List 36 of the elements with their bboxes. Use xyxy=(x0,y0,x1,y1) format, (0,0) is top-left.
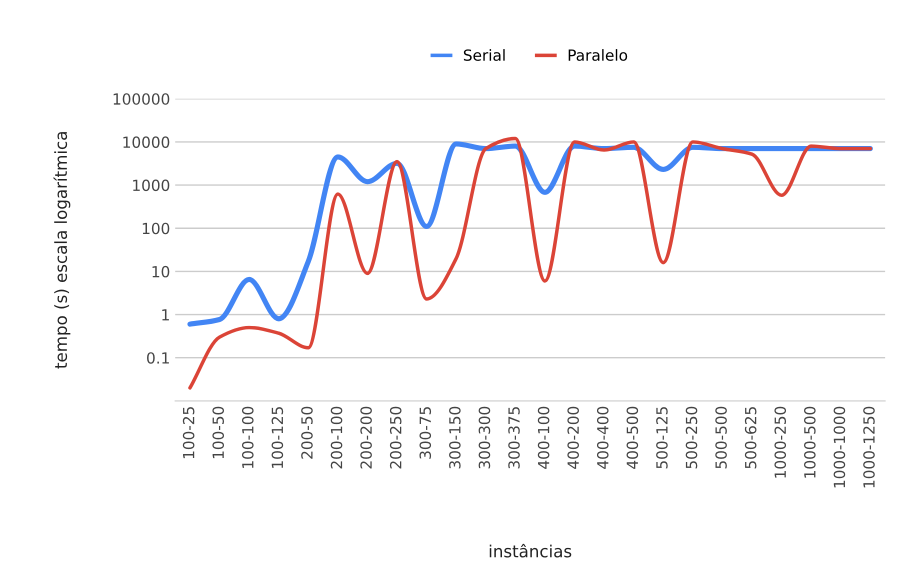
y-tick-label: 10000 xyxy=(123,136,170,148)
x-tick-label: 500-500 xyxy=(715,406,727,468)
x-tick-label: 400-500 xyxy=(626,406,638,469)
x-tick-label: 200-50 xyxy=(301,406,313,459)
legend-label: Serial xyxy=(464,49,505,61)
y-tick-label: 1000 xyxy=(133,180,170,192)
x-tick-label: 200-100 xyxy=(330,406,342,468)
x-tick-label: 500-125 xyxy=(656,407,668,468)
y-axis-title: tempo (s) escala logarítmica xyxy=(54,132,70,369)
x-tick-label: 300-375 xyxy=(508,407,520,468)
x-tick-label: 300-150 xyxy=(449,406,461,468)
x-tick-label: 400-200 xyxy=(567,406,579,469)
y-tick-label: 0.1 xyxy=(147,352,169,364)
x-axis-title: instâncias xyxy=(490,544,572,558)
x-tick-label: 300-300 xyxy=(478,406,490,468)
y-tick-label: 1 xyxy=(162,309,169,320)
x-tick-label: 100-100 xyxy=(242,406,254,468)
y-tick-label: 100000 xyxy=(114,93,170,105)
x-tick-label: 1000-1250 xyxy=(863,406,875,488)
x-tick-label: 500-625 xyxy=(744,407,756,468)
y-tick-label: 100 xyxy=(142,222,170,234)
x-tick-label: 1000-1000 xyxy=(834,406,846,488)
x-tick-label: 1000-250 xyxy=(774,406,786,478)
x-tick-label: 200-250 xyxy=(390,406,402,468)
y-tick-label: 10 xyxy=(152,266,170,278)
x-tick-label: 100-25 xyxy=(182,407,194,458)
x-tick-label: 100-125 xyxy=(272,407,284,468)
line-series xyxy=(188,136,872,390)
x-tick-label: 300-75 xyxy=(419,407,432,459)
x-tick-label: 500-250 xyxy=(686,406,698,468)
x-tick-label: 400-400 xyxy=(596,406,609,469)
x-tick-label: 1000-500 xyxy=(804,406,816,478)
x-tick-label: 100-50 xyxy=(212,406,224,458)
x-tick-label: 200-200 xyxy=(360,406,372,468)
legend-label: Paralelo xyxy=(568,49,628,61)
x-tick-label: 400-100 xyxy=(538,406,550,469)
